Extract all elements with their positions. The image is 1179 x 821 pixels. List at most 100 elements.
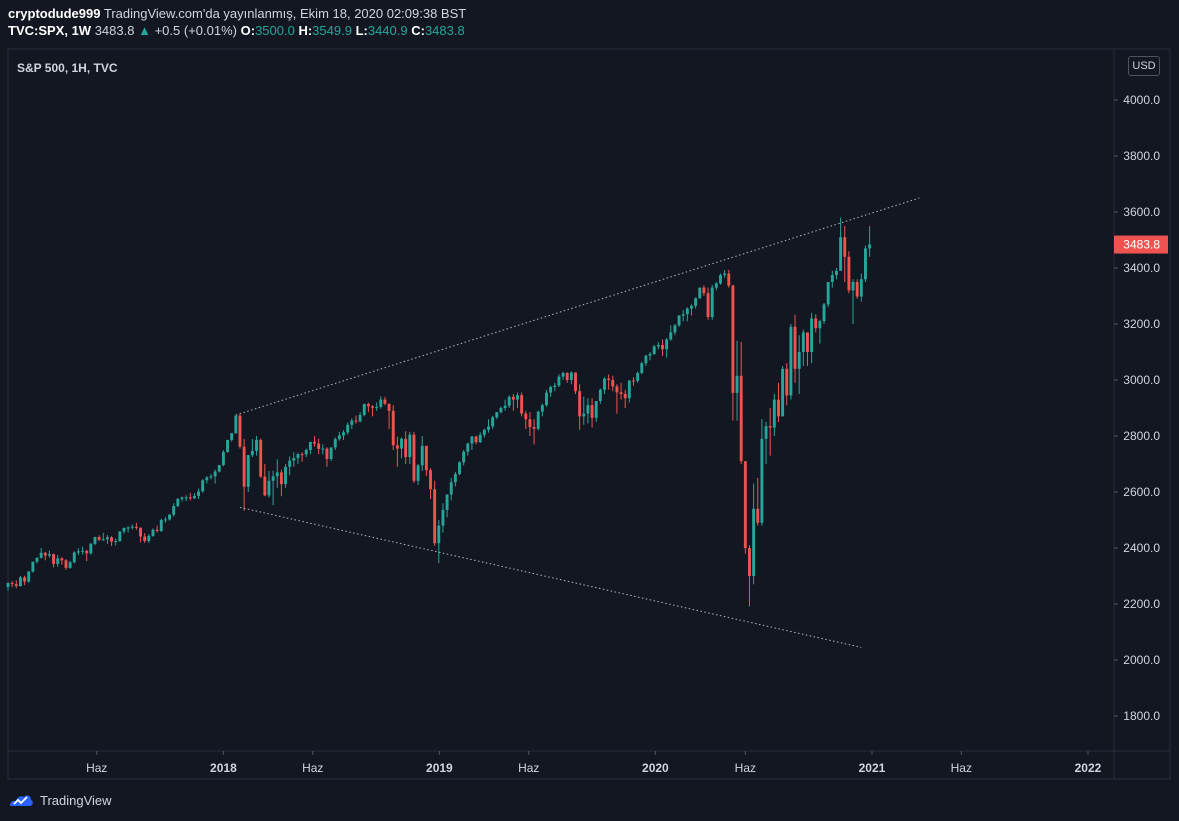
candle: [681, 310, 685, 322]
candle: [10, 581, 14, 588]
candle: [271, 470, 275, 506]
candle: [756, 478, 760, 526]
candle-body: [677, 315, 681, 326]
candle-body: [288, 460, 292, 467]
currency-button[interactable]: USD: [1128, 56, 1160, 76]
candle-body: [822, 304, 826, 322]
candle-body: [205, 477, 209, 481]
candle: [449, 478, 453, 501]
candle: [346, 422, 350, 435]
candle: [516, 392, 519, 408]
candle: [404, 431, 408, 464]
candle: [155, 525, 159, 533]
candle: [130, 524, 134, 530]
candle-body: [81, 550, 85, 552]
published-text: TradingView.com'da yayınlanmış, Ekim 18,…: [103, 6, 467, 21]
candle: [358, 412, 362, 423]
candle-body: [603, 378, 606, 390]
candle: [159, 518, 163, 533]
candle-body: [449, 482, 453, 495]
candle-body: [292, 458, 296, 461]
candle-body: [267, 480, 271, 496]
candle-body: [76, 551, 80, 553]
candle: [114, 538, 118, 546]
candle: [288, 456, 292, 476]
candle: [43, 551, 47, 561]
candle: [590, 398, 594, 428]
candle-body: [710, 287, 714, 317]
trendline[interactable]: [239, 506, 862, 648]
candle-body: [242, 446, 246, 487]
candle: [267, 471, 271, 498]
candle: [752, 483, 756, 585]
candle-body: [362, 404, 366, 415]
candle-body: [540, 405, 544, 412]
candle: [478, 432, 482, 443]
y-tick-label: 2200.0: [1123, 597, 1160, 611]
candle-body: [669, 332, 673, 340]
candle-body: [868, 244, 872, 249]
candle-body: [97, 537, 101, 540]
candle-body: [706, 293, 710, 317]
candle: [168, 514, 172, 521]
candle: [760, 419, 764, 526]
candle-body: [810, 318, 814, 352]
candle-body: [764, 426, 768, 439]
candle: [284, 464, 287, 488]
candle: [545, 389, 548, 407]
candle-body: [466, 443, 470, 452]
candle-body: [855, 282, 859, 297]
symbol-label[interactable]: TVC:SPX, 1W: [8, 23, 92, 38]
trendline[interactable]: [235, 197, 920, 416]
candle: [56, 555, 60, 567]
candle: [656, 342, 660, 350]
candle: [814, 314, 818, 333]
candle: [636, 371, 640, 383]
candle-body: [201, 480, 205, 492]
candle: [764, 422, 768, 464]
candle-body: [122, 527, 126, 532]
candle-body: [553, 385, 557, 387]
candle: [685, 307, 689, 322]
candle-body: [308, 441, 312, 450]
candle: [279, 469, 283, 497]
time-axis[interactable]: Haz 2018 Haz 2019 Haz 2020 Haz 2021 Haz 2022: [86, 751, 1102, 775]
candle-body: [304, 450, 308, 455]
candle: [400, 437, 403, 459]
price-axis[interactable]: 4000.0 3800.0 3600.0 3400.0 3200.0 3000.0 2800…: [1114, 93, 1160, 723]
candle-body: [685, 308, 689, 315]
candle: [416, 464, 420, 485]
candle-body: [284, 466, 287, 485]
tradingview-branding[interactable]: TradingView: [8, 791, 112, 809]
candle-body: [723, 273, 727, 275]
candle: [785, 363, 789, 406]
candle: [578, 384, 582, 430]
candle: [412, 431, 416, 484]
candle: [702, 285, 706, 296]
candle: [574, 372, 577, 394]
candle: [420, 436, 424, 471]
candle-body: [511, 396, 515, 400]
up-triangle-icon: ▲: [138, 23, 151, 38]
candle-body: [221, 451, 225, 466]
candle-body: [197, 491, 200, 496]
candle-body: [586, 405, 590, 414]
candle: [18, 576, 22, 587]
author-name[interactable]: cryptodude999: [8, 6, 101, 21]
candle: [623, 389, 627, 408]
candle: [192, 493, 196, 499]
candle-body: [93, 537, 97, 544]
candle-body: [114, 541, 118, 542]
candle-body: [379, 399, 383, 407]
candle: [184, 495, 188, 502]
trendlines-layer[interactable]: [235, 197, 920, 648]
candle: [292, 452, 296, 467]
y-tick-label: 1800.0: [1123, 709, 1160, 723]
price-change: +0.5 (+0.01%): [154, 23, 237, 38]
candle-body: [462, 451, 466, 463]
candle: [652, 345, 656, 355]
candle: [735, 340, 739, 421]
candle: [781, 366, 785, 417]
candle-body: [818, 321, 822, 329]
